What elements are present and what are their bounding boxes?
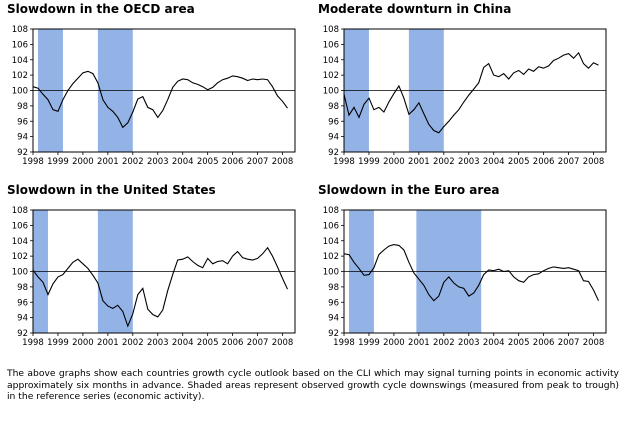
y-tick-label: 100: [323, 268, 339, 278]
chart-title: Slowdown in the United States: [7, 183, 216, 197]
y-tick-label: 100: [12, 87, 28, 97]
x-tick-label: 2001: [408, 157, 430, 167]
y-tick-label: 94: [17, 133, 28, 143]
y-tick-label: 104: [323, 56, 339, 66]
y-tick-label: 98: [17, 102, 28, 112]
y-tick-label: 96: [328, 298, 339, 308]
x-tick-label: 2004: [483, 157, 505, 167]
cli-series-line: [343, 244, 599, 302]
x-tick-label: 1999: [47, 157, 69, 167]
cli-series-line: [32, 70, 288, 129]
y-tick-label: 96: [328, 117, 339, 127]
x-tick-label: 2002: [433, 338, 455, 348]
y-tick-label: 98: [328, 283, 339, 293]
y-tick-label: 106: [323, 221, 339, 231]
x-tick-label: 2003: [147, 157, 169, 167]
y-tick-label: 100: [323, 87, 339, 97]
chart-title: Moderate downturn in China: [318, 2, 512, 16]
x-tick-label: 2003: [458, 157, 480, 167]
x-tick-label: 2008: [272, 338, 294, 348]
x-tick-label: 2002: [433, 157, 455, 167]
y-tick-label: 104: [12, 56, 28, 66]
x-tick-label: 2004: [172, 338, 194, 348]
y-tick-label: 108: [323, 206, 339, 216]
x-tick-label: 2000: [383, 157, 405, 167]
x-tick-label: 2008: [583, 157, 605, 167]
y-tick-label: 104: [12, 237, 28, 247]
y-tick-label: 96: [17, 117, 28, 127]
y-tick-label: 92: [17, 329, 28, 339]
y-tick-label: 102: [323, 252, 339, 262]
x-tick-label: 2001: [97, 338, 119, 348]
figure-caption: The above graphs show each countries gro…: [7, 368, 619, 403]
y-tick-label: 102: [12, 71, 28, 81]
x-tick-label: 2008: [583, 338, 605, 348]
x-tick-label: 2005: [508, 338, 530, 348]
x-tick-label: 2000: [72, 157, 94, 167]
y-tick-label: 106: [323, 40, 339, 50]
x-tick-label: 2008: [272, 157, 294, 167]
x-tick-label: 1998: [333, 157, 355, 167]
chart-euro-area: Slowdown in the Euro area 92 94 96 98 100 102…: [318, 183, 618, 361]
x-tick-label: 2004: [172, 157, 194, 167]
chart-oecd: Slowdown in the OECD area 92 94 96 98 100 102…: [7, 2, 307, 180]
y-tick-label: 106: [12, 40, 28, 50]
x-tick-label: 2007: [247, 157, 269, 167]
x-tick-label: 2000: [72, 338, 94, 348]
x-tick-label: 1998: [333, 338, 355, 348]
y-tick-label: 92: [328, 329, 339, 339]
x-tick-label: 2000: [383, 338, 405, 348]
chart-china: Moderate downturn in China 92 94 96 98 100 10…: [318, 2, 618, 180]
y-tick-label: 94: [17, 314, 28, 324]
x-tick-label: 2003: [147, 338, 169, 348]
y-tick-label: 108: [12, 25, 28, 35]
y-tick-label: 92: [17, 148, 28, 158]
x-tick-label: 1999: [358, 157, 380, 167]
x-tick-label: 2004: [483, 338, 505, 348]
cli-series-line: [32, 246, 288, 328]
x-tick-label: 2005: [508, 157, 530, 167]
y-tick-label: 104: [323, 237, 339, 247]
x-tick-label: 1998: [22, 338, 44, 348]
x-tick-label: 1999: [47, 338, 69, 348]
x-tick-label: 2007: [558, 157, 580, 167]
x-tick-label: 2006: [533, 338, 555, 348]
x-tick-label: 2002: [122, 338, 144, 348]
chart-title: Slowdown in the OECD area: [7, 2, 195, 16]
x-tick-label: 1998: [22, 157, 44, 167]
x-tick-label: 1999: [358, 338, 380, 348]
x-tick-label: 2001: [408, 338, 430, 348]
y-tick-label: 102: [12, 252, 28, 262]
y-tick-label: 92: [328, 148, 339, 158]
x-tick-label: 2003: [458, 338, 480, 348]
y-tick-label: 96: [17, 298, 28, 308]
y-tick-label: 106: [12, 221, 28, 231]
y-tick-label: 94: [328, 314, 339, 324]
chart-title: Slowdown in the Euro area: [318, 183, 500, 197]
x-tick-label: 2002: [122, 157, 144, 167]
x-tick-label: 2006: [222, 157, 244, 167]
x-tick-label: 2007: [247, 338, 269, 348]
x-tick-label: 2006: [222, 338, 244, 348]
y-tick-label: 100: [12, 268, 28, 278]
y-tick-label: 98: [17, 283, 28, 293]
x-tick-label: 2007: [558, 338, 580, 348]
x-tick-label: 2005: [197, 338, 219, 348]
x-tick-label: 2006: [533, 157, 555, 167]
y-tick-label: 108: [12, 206, 28, 216]
y-tick-label: 94: [328, 133, 339, 143]
x-tick-label: 2005: [197, 157, 219, 167]
y-tick-label: 102: [323, 71, 339, 81]
y-tick-label: 98: [328, 102, 339, 112]
y-tick-label: 108: [323, 25, 339, 35]
cli-series-line: [343, 51, 599, 134]
chart-united-states: Slowdown in the United States 92 94 96 98 10…: [7, 183, 307, 361]
x-tick-label: 2001: [97, 157, 119, 167]
